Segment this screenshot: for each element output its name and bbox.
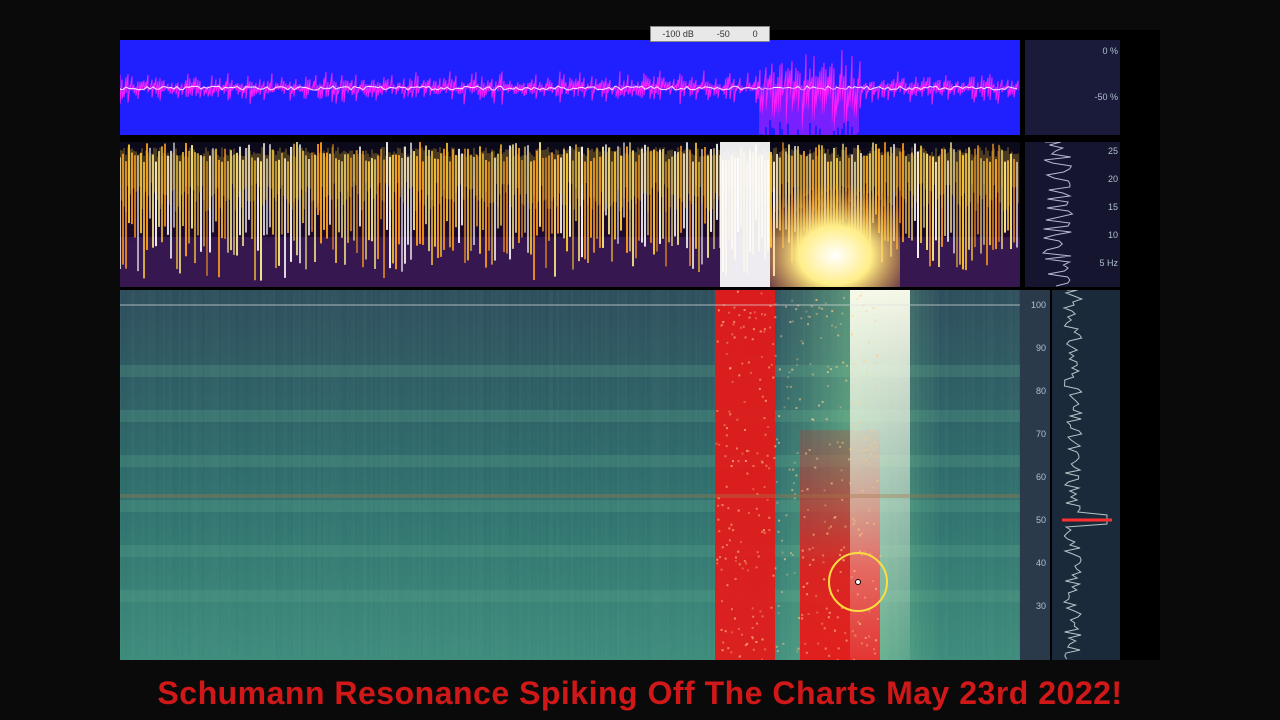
hz-label: 25	[1108, 146, 1118, 156]
hz-label: 10	[1108, 230, 1118, 240]
db-scale-bar: -100 dB -50 0	[650, 26, 770, 42]
caption-text: Schumann Resonance Spiking Off The Chart…	[0, 675, 1280, 712]
waveform-scale: 0 % -50 %	[1025, 40, 1120, 135]
hz-label: 20	[1108, 174, 1118, 184]
y-tick: 90	[1036, 343, 1046, 353]
y-tick: 100	[1031, 300, 1046, 310]
y-tick: 80	[1036, 386, 1046, 396]
db-label: -100 dB	[662, 29, 694, 39]
y-tick: 50	[1036, 515, 1046, 525]
y-tick: 30	[1036, 601, 1046, 611]
spectrogram-main-yaxis: 100 90 80 70 60 50 40 30	[1020, 290, 1050, 660]
spectrogram-upper-scale: 25 20 15 10 5 Hz	[1025, 142, 1120, 287]
y-tick: 70	[1036, 429, 1046, 439]
y-tick: 60	[1036, 472, 1046, 482]
scale-label: 0 %	[1102, 46, 1118, 56]
spectrogram-frame: -100 dB -50 0 0 % -50 % 25 20 15 10 5 Hz…	[120, 30, 1160, 660]
db-label: -50	[717, 29, 730, 39]
spectrogram-main-panel	[120, 290, 1020, 660]
hz-label: 15	[1108, 202, 1118, 212]
scale-label: -50 %	[1094, 92, 1118, 102]
waveform-panel	[120, 40, 1020, 135]
spectrogram-main-trace	[1052, 290, 1120, 660]
y-tick: 40	[1036, 558, 1046, 568]
db-label: 0	[753, 29, 758, 39]
spectrogram-upper-panel	[120, 142, 1020, 287]
hz-label: 5 Hz	[1099, 258, 1118, 268]
